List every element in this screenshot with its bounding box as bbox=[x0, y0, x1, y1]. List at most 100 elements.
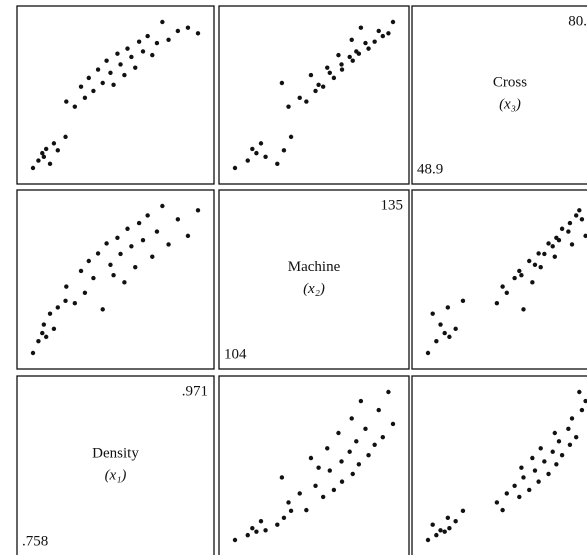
point bbox=[390, 19, 396, 25]
point bbox=[386, 389, 391, 395]
point bbox=[275, 522, 280, 527]
point bbox=[86, 258, 91, 264]
variable-name: Density bbox=[92, 445, 139, 461]
point bbox=[286, 104, 291, 109]
point bbox=[376, 28, 381, 34]
point bbox=[559, 453, 565, 458]
panel bbox=[411, 375, 587, 555]
point bbox=[339, 67, 345, 72]
point bbox=[64, 99, 69, 104]
point bbox=[569, 416, 575, 421]
point bbox=[145, 213, 150, 218]
point bbox=[569, 242, 575, 247]
point bbox=[536, 479, 541, 484]
point bbox=[425, 350, 431, 356]
point bbox=[554, 462, 559, 467]
point bbox=[546, 241, 551, 246]
point bbox=[136, 220, 142, 226]
point bbox=[579, 407, 585, 413]
point bbox=[245, 158, 250, 163]
point bbox=[583, 233, 587, 239]
point bbox=[122, 280, 127, 285]
point bbox=[347, 54, 352, 60]
point bbox=[494, 301, 500, 306]
point bbox=[250, 146, 255, 152]
point bbox=[536, 251, 541, 256]
point bbox=[36, 158, 41, 163]
point bbox=[376, 407, 381, 413]
point bbox=[453, 326, 458, 332]
point bbox=[354, 439, 359, 444]
point bbox=[445, 305, 451, 310]
point bbox=[546, 471, 551, 477]
point bbox=[91, 88, 96, 94]
point bbox=[331, 75, 337, 81]
point bbox=[125, 226, 130, 231]
panel bbox=[411, 189, 587, 370]
point bbox=[363, 426, 368, 432]
point bbox=[118, 251, 123, 257]
variable-name: Machine bbox=[288, 259, 341, 275]
panel bbox=[16, 375, 215, 555]
point bbox=[43, 334, 49, 340]
point bbox=[339, 459, 344, 464]
max-label: 80.33 bbox=[568, 13, 587, 29]
point bbox=[573, 213, 579, 218]
point bbox=[258, 519, 264, 524]
min-label: 104 bbox=[224, 346, 247, 362]
point bbox=[308, 455, 314, 461]
point bbox=[47, 311, 53, 316]
point bbox=[129, 244, 134, 249]
point bbox=[250, 525, 255, 531]
point bbox=[445, 515, 451, 520]
point bbox=[297, 95, 302, 101]
max-label: 135 bbox=[381, 197, 404, 213]
point bbox=[160, 203, 165, 209]
point bbox=[538, 264, 543, 270]
variable-name: Cross bbox=[493, 74, 527, 90]
min-label: .758 bbox=[22, 533, 48, 549]
point bbox=[288, 508, 294, 514]
point bbox=[500, 284, 505, 289]
point bbox=[129, 54, 134, 60]
point bbox=[532, 468, 538, 473]
point bbox=[51, 326, 57, 332]
point bbox=[185, 233, 191, 239]
point bbox=[47, 161, 53, 167]
point bbox=[358, 398, 364, 404]
point bbox=[356, 462, 362, 467]
point bbox=[438, 528, 443, 533]
point bbox=[136, 39, 142, 44]
panel bbox=[16, 5, 215, 185]
point bbox=[442, 529, 447, 534]
point bbox=[494, 500, 500, 505]
point bbox=[232, 537, 238, 543]
point bbox=[175, 217, 181, 222]
point bbox=[339, 62, 344, 67]
point bbox=[279, 475, 285, 480]
point bbox=[122, 72, 127, 78]
point bbox=[154, 40, 160, 46]
point bbox=[350, 58, 355, 63]
point bbox=[517, 494, 522, 500]
point bbox=[72, 301, 78, 306]
point bbox=[100, 80, 105, 86]
point bbox=[521, 307, 526, 312]
point bbox=[279, 80, 285, 86]
point bbox=[434, 338, 439, 344]
variable-symbol: (x₂) bbox=[303, 281, 325, 297]
point bbox=[72, 104, 78, 109]
point bbox=[63, 134, 68, 140]
point bbox=[380, 434, 386, 440]
point bbox=[527, 487, 532, 493]
point bbox=[331, 487, 337, 493]
point bbox=[313, 88, 318, 94]
variable-symbol: (x₁) bbox=[105, 467, 127, 483]
point bbox=[30, 165, 36, 171]
point bbox=[118, 62, 123, 67]
point bbox=[327, 468, 332, 473]
point bbox=[195, 208, 201, 213]
panel bbox=[411, 5, 587, 185]
